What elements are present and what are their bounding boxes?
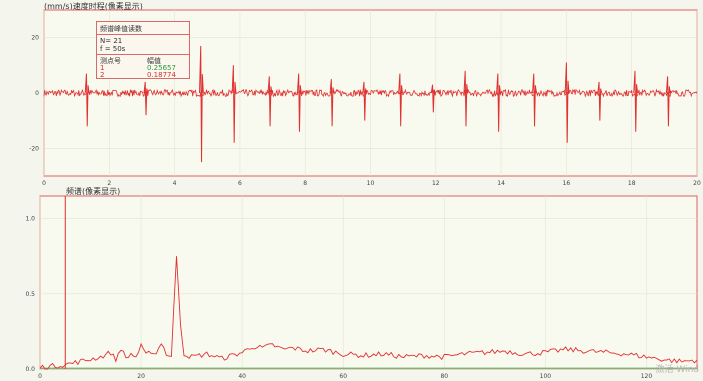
bottom-x-tick-0: 0 [38, 373, 42, 380]
top-spike-6 [329, 79, 335, 127]
bottom-x-tick-2: 40 [238, 373, 246, 380]
peak-row-1-value: 0.25657 [147, 64, 176, 72]
bottom-y-tick-1: 0.5 [25, 291, 35, 298]
top-y-tick-2: -20 [29, 145, 39, 152]
bottom-x-tick-5: 100 [540, 373, 552, 380]
top-spike-9 [430, 84, 436, 113]
top-spike-11 [496, 73, 501, 132]
bottom-x-tick-1: 20 [137, 373, 145, 380]
bottom-y-tick-0: 1.0 [25, 216, 35, 223]
top-spike-15 [633, 70, 639, 132]
top-spike-3 [231, 65, 237, 143]
top-signal-line [43, 88, 698, 98]
top-x-tick-8: 16 [563, 180, 571, 187]
peak-box-n: N= 21 [100, 37, 123, 45]
bottom-panel-title: 频谱(像素显示) [66, 187, 121, 196]
peak-box-col2: 幅值 [147, 57, 161, 65]
peak-row-2-value: 0.18774 [147, 71, 176, 79]
top-x-tick-1: 2 [107, 180, 111, 187]
bottom-y-tick-2: 0.0 [25, 366, 35, 373]
peak-row-1-id: 1 [100, 64, 105, 72]
bottom-x-tick-6: 120 [641, 373, 653, 380]
top-spike-5 [296, 73, 302, 132]
top-spike-0 [84, 73, 90, 127]
peak-box-divider-2 [97, 54, 189, 55]
top-x-tick-9: 18 [628, 180, 636, 187]
top-x-tick-6: 12 [432, 180, 440, 187]
top-spike-8 [398, 73, 403, 127]
top-spike-14 [597, 81, 603, 121]
peak-box-f: f = 50s [100, 45, 126, 53]
top-spike-13 [564, 62, 570, 143]
watermark: 激活 Wind [655, 365, 699, 375]
top-x-tick-10: 20 [693, 180, 701, 187]
top-spike-16 [665, 76, 671, 127]
top-x-tick-4: 8 [303, 180, 307, 187]
top-x-tick-3: 6 [238, 180, 242, 187]
bottom-plot-area [39, 195, 698, 370]
top-x-tick-0: 0 [42, 180, 46, 187]
top-spike-7 [362, 81, 368, 121]
bottom-x-tick-4: 80 [440, 373, 448, 380]
peak-box-col1: 测点号 [100, 57, 121, 65]
top-panel-title: (mm/s)速度时程(像素显示) [44, 2, 143, 11]
peak-readout-box: 频谱峰值读数 N= 21 f = 50s 测点号 幅值 1 0.25657 2 … [96, 21, 190, 79]
top-x-tick-5: 10 [367, 180, 375, 187]
top-spike-10 [463, 70, 469, 127]
peak-box-header: 频谱峰值读数 [100, 25, 142, 33]
peak-row-2-id: 2 [100, 71, 105, 79]
top-y-tick-1: 0 [35, 90, 39, 97]
top-x-tick-2: 4 [173, 180, 177, 187]
peak-box-divider [97, 34, 189, 35]
top-spike-4 [267, 76, 273, 127]
top-spike-12 [532, 73, 537, 127]
bottom-spectrum-line [39, 256, 698, 370]
top-x-tick-7: 14 [497, 180, 505, 187]
bottom-x-tick-3: 60 [339, 373, 347, 380]
top-y-tick-0: 20 [31, 35, 39, 42]
top-spike-1 [143, 81, 149, 116]
